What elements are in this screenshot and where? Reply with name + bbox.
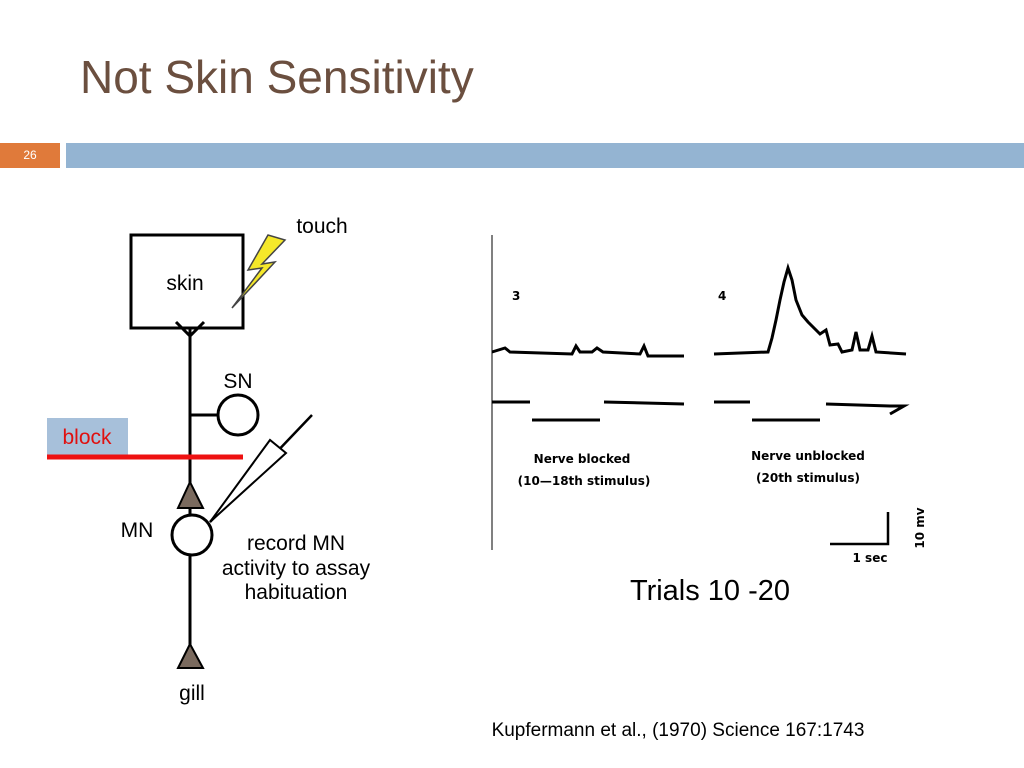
- header-bar: [66, 143, 1024, 168]
- trials-label: Trials 10 -20: [630, 575, 790, 607]
- panel-number: 3: [512, 289, 520, 303]
- touch-label: touch: [296, 215, 347, 238]
- citation: Kupfermann et al., (1970) Science 167:17…: [492, 720, 865, 741]
- caption: (20th stimulus): [756, 471, 860, 485]
- skin-label: skin: [166, 272, 203, 295]
- caption: (10—18th stimulus): [518, 474, 651, 488]
- caption: Nerve unblocked: [751, 449, 865, 463]
- slide-number: 26: [23, 148, 37, 162]
- gill-synapse: [176, 641, 205, 669]
- scale-label: 10 mv: [913, 507, 927, 548]
- block-box: [47, 418, 128, 456]
- scale-label: 1 sec: [853, 551, 888, 565]
- record-line: activity to assay: [222, 557, 371, 580]
- caption: Nerve blocked: [534, 452, 631, 466]
- mn-synapse: [176, 479, 205, 509]
- record-line: habituation: [245, 581, 348, 604]
- record-line: record MN: [247, 532, 345, 555]
- circuit: [129, 233, 313, 645]
- gill-label: gill: [179, 682, 205, 705]
- sn-label: SN: [223, 370, 252, 393]
- title: Not Skin Sensitivity: [80, 51, 474, 103]
- panel-number: 4: [718, 289, 726, 303]
- touch-bolt: [231, 234, 287, 309]
- number-box: [0, 143, 60, 168]
- mn-label: MN: [121, 519, 154, 542]
- block-label: block: [62, 426, 112, 449]
- recording-figure: [491, 235, 910, 550]
